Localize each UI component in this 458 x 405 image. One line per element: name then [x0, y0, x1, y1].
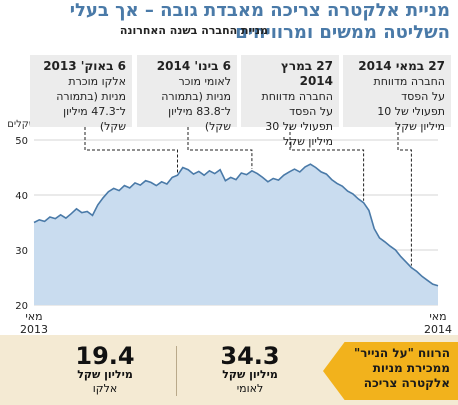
- y-tick-label: 40: [15, 191, 28, 202]
- callout-desc: החברה מדווחת על הפסד תפעולי של 30 מיליון…: [261, 90, 333, 148]
- stat-elco: 19.4 מיליון שקל אלקו: [40, 344, 170, 396]
- title-line-2: השליטה ממשים ומרוויחים: [235, 22, 450, 43]
- stat-leumi: 34.3 מיליון שקל לאומי: [180, 344, 320, 396]
- x-tick-start-year: 2013: [20, 323, 48, 335]
- callout-mar-2014: 27 במרץ 2014 החברה מדווחת על הפסד תפעולי…: [241, 55, 339, 148]
- x-tick-start-month: מאי: [25, 310, 42, 323]
- callout-leader-1: [187, 127, 253, 169]
- stat-value: 19.4: [75, 342, 135, 370]
- stat-unit: מיליון שקל: [77, 368, 133, 381]
- callout-desc: לאומי מוכר מניות (בתמורה ל־83.8 מיליון ש…: [161, 75, 231, 133]
- callout-desc: החברה מדווחת על הפסד תפעולי של 10 מיליון…: [373, 75, 445, 133]
- banner-line-2: ממכירת מניות: [372, 361, 450, 375]
- callout-date: 6 באוק' 2013: [43, 59, 126, 73]
- summary-banner: הרווח "על הנייר" ממכירת מניות אלקטרה צרי…: [323, 342, 458, 400]
- x-tick-end-month: מאי: [429, 310, 446, 323]
- page-title: מניית אלקטרה צריכה מאבדת גובה – אך בעלי …: [10, 0, 450, 44]
- stat-seller: לאומי: [236, 382, 264, 395]
- callout-leader-3: [397, 127, 412, 266]
- callout-desc: אלקו מוכרת מניות (בתמורה ל־47.3 מיליון ש…: [56, 75, 126, 133]
- y-axis-label: שקלים: [7, 119, 36, 130]
- title-line-1: מניית אלקטרה צריכה מאבדת גובה – אך בעלי: [69, 0, 450, 21]
- stat-value: 34.3: [220, 342, 280, 370]
- stat-unit: מיליון שקל: [222, 368, 278, 381]
- callout-date: 27 במרץ 2014: [280, 59, 333, 88]
- callout-leader-0: [84, 127, 178, 174]
- stat-seller: אלקו: [92, 382, 118, 395]
- x-tick-end-year: 2014: [424, 323, 452, 335]
- series-line: [33, 163, 439, 287]
- callout-leader-2: [289, 127, 365, 201]
- y-tick-label: 30: [15, 246, 28, 257]
- callout-oct-2013: 6 באוק' 2013 אלקו מוכרת מניות (בתמורה ל־…: [30, 55, 132, 133]
- banner-line-1: הרווח "על הנייר": [353, 346, 450, 360]
- callout-date: 27 במאי 2014: [358, 59, 445, 73]
- callout-leaders: [84, 127, 412, 266]
- y-tick-label: 50: [15, 136, 28, 147]
- callout-jan-2014: 6 בינו' 2014 לאומי מוכר מניות (בתמורה ל־…: [137, 55, 237, 133]
- series-area: [34, 164, 438, 305]
- subtitle: מניית החברה בשנה האחרונה: [119, 24, 268, 37]
- divider: [176, 346, 177, 396]
- y-tick-label: 20: [15, 301, 28, 312]
- banner-line-3: אלקטרה צריכה: [363, 376, 450, 390]
- chart: 20 30 40 50 שקלים מאי 2013 מאי 2014: [7, 119, 452, 335]
- callout-date: 6 בינו' 2014: [156, 59, 231, 73]
- callout-may-2014: 27 במאי 2014 החברה מדווחת על הפסד תפעולי…: [343, 55, 451, 133]
